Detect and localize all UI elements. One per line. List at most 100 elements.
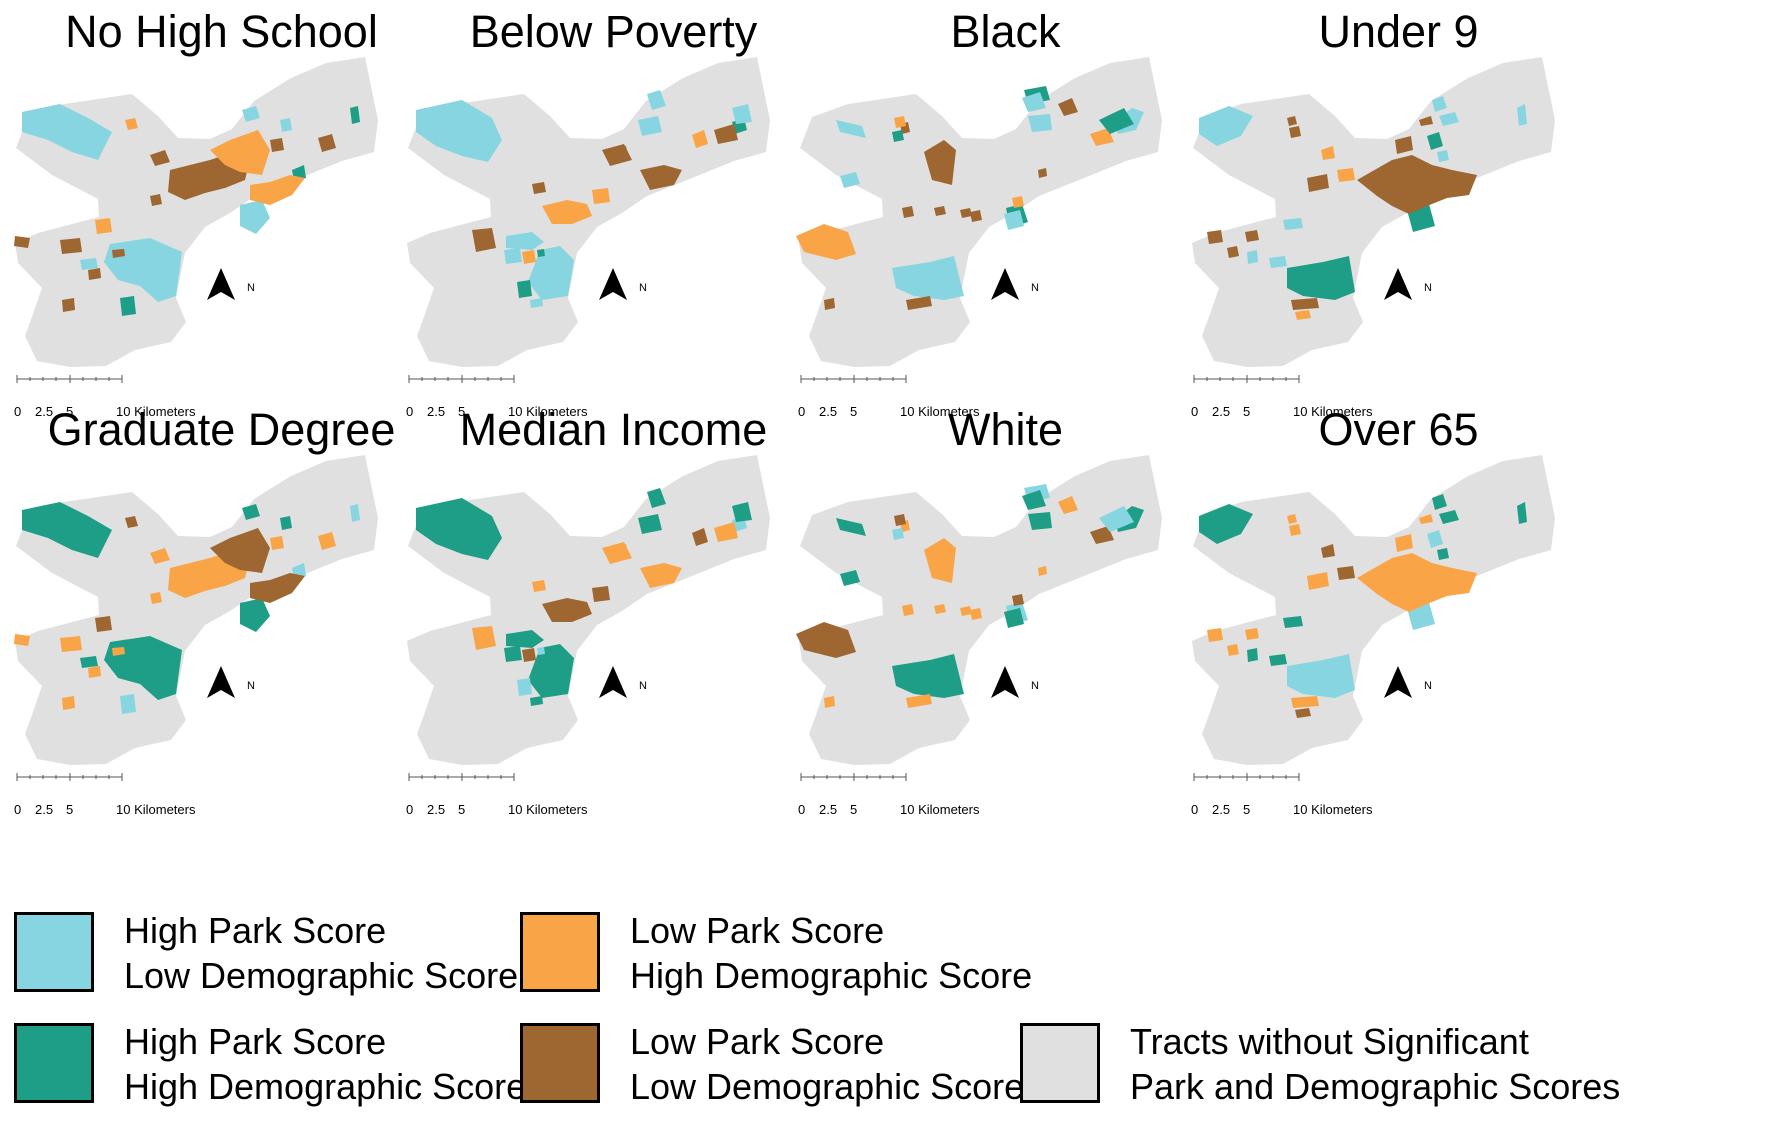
tract-polygon (416, 498, 502, 560)
scale-label-0: 0 (1191, 404, 1199, 419)
tract-polygon (894, 116, 906, 128)
legend-line-2: Park and Demographic Scores (1130, 1066, 1621, 1107)
tract-polygon (530, 696, 543, 706)
scale-bar (408, 375, 515, 383)
tract-polygon (647, 488, 666, 508)
tract-polygon (270, 138, 284, 152)
tract-polygon (1337, 168, 1355, 182)
tract-polygon (1245, 230, 1259, 242)
tract-layer (14, 104, 360, 316)
map-panel-under-9: Under 9 N 0 2.5 5 10 Kilometers (1177, 0, 1620, 450)
tract-polygon (892, 654, 964, 698)
tract-polygon (210, 528, 270, 573)
tract-polygon (1038, 168, 1047, 178)
tract-polygon (1517, 104, 1527, 126)
legend-swatch (520, 1023, 600, 1103)
scale-bar (16, 375, 123, 383)
legend-swatch (14, 912, 94, 992)
tract-polygon (1247, 250, 1258, 264)
scale-label-0: 0 (14, 802, 22, 817)
map-title: Over 65 (1318, 404, 1479, 455)
tract-polygon (1287, 654, 1355, 698)
tract-polygon (150, 194, 162, 206)
tract-polygon (1038, 566, 1047, 576)
scale-label-2-5: 2.5 (819, 404, 838, 419)
scale-label-10-km: 10 Kilometers (508, 404, 588, 419)
map-title: No High School (65, 6, 378, 57)
north-arrow-icon (207, 666, 235, 698)
tract-polygon (1012, 196, 1024, 208)
tract-polygon (836, 518, 866, 536)
scale-bar (1193, 773, 1300, 781)
tract-polygon (1199, 504, 1253, 544)
tract-polygon (504, 248, 522, 264)
scale-label-5: 5 (66, 404, 74, 419)
tract-polygon (1321, 146, 1335, 160)
tract-polygon (796, 622, 856, 658)
tract-polygon (532, 182, 546, 194)
legend-line-2: Low Demographic Score (630, 1066, 1025, 1107)
tract-polygon (270, 536, 284, 550)
tract-polygon (1245, 628, 1259, 640)
city-boundary (799, 455, 1162, 765)
tract-polygon (22, 502, 112, 558)
map-title: Under 9 (1318, 6, 1479, 57)
tract-polygon (1058, 98, 1078, 116)
tract-polygon (1099, 108, 1134, 134)
tract-polygon (240, 200, 270, 234)
tract-polygon (350, 106, 360, 124)
tract-layer (1199, 96, 1527, 320)
tract-polygon (1287, 256, 1355, 300)
tract-polygon (692, 528, 708, 546)
city-boundary (1192, 455, 1555, 765)
tract-layer (796, 484, 1144, 708)
map-canvas (407, 455, 770, 781)
tract-polygon (1439, 112, 1459, 126)
tract-polygon (506, 232, 544, 250)
map-canvas (1192, 57, 1555, 383)
tract-polygon (150, 548, 170, 564)
tract-polygon (1291, 298, 1319, 310)
tract-polygon (1427, 132, 1443, 150)
tract-polygon (125, 118, 138, 130)
scale-label-5: 5 (1243, 404, 1251, 419)
tract-polygon (120, 694, 136, 714)
map-grid: No High School N 0 2.5 5 10 Kilometers (0, 0, 1620, 848)
tract-polygon (517, 678, 532, 696)
scale-label-2-5: 2.5 (35, 404, 54, 419)
tract-polygon (22, 104, 112, 160)
tract-polygon (1321, 544, 1335, 558)
scale-label-0: 0 (406, 802, 414, 817)
tract-polygon (714, 522, 738, 542)
map-panel-median-income: Median Income N 0 2.5 5 10 Kilometers (392, 398, 835, 848)
tract-polygon (647, 90, 666, 110)
tract-polygon (970, 608, 982, 620)
tract-polygon (80, 656, 98, 668)
tract-polygon (60, 238, 82, 254)
map-panel-no-high-school: No High School N 0 2.5 5 10 Kilometers (0, 0, 443, 450)
scale-label-5: 5 (1243, 802, 1251, 817)
tract-polygon (1004, 210, 1024, 230)
tract-polygon (88, 268, 101, 280)
tract-layer (14, 502, 360, 714)
scale-label-2-5: 2.5 (1212, 404, 1231, 419)
tract-polygon (528, 246, 574, 300)
tract-polygon (924, 140, 956, 185)
tract-polygon (1419, 116, 1433, 126)
scale-label-2-5: 2.5 (1212, 802, 1231, 817)
tract-polygon (522, 648, 536, 662)
tract-polygon (934, 604, 946, 614)
tract-polygon (894, 514, 906, 526)
tract-polygon (14, 236, 30, 248)
tract-polygon (250, 573, 305, 603)
tract-polygon (250, 175, 305, 205)
tract-polygon (1012, 594, 1024, 606)
map-canvas (407, 57, 770, 383)
tract-polygon (1004, 608, 1024, 628)
legend-line-1: Low Park Score (630, 910, 885, 951)
tract-polygon (532, 580, 546, 592)
legend-swatch (520, 912, 600, 992)
north-arrow-icon (1384, 268, 1412, 300)
legend-line-1: Low Park Score (630, 1021, 885, 1062)
scale-label-0: 0 (798, 802, 806, 817)
